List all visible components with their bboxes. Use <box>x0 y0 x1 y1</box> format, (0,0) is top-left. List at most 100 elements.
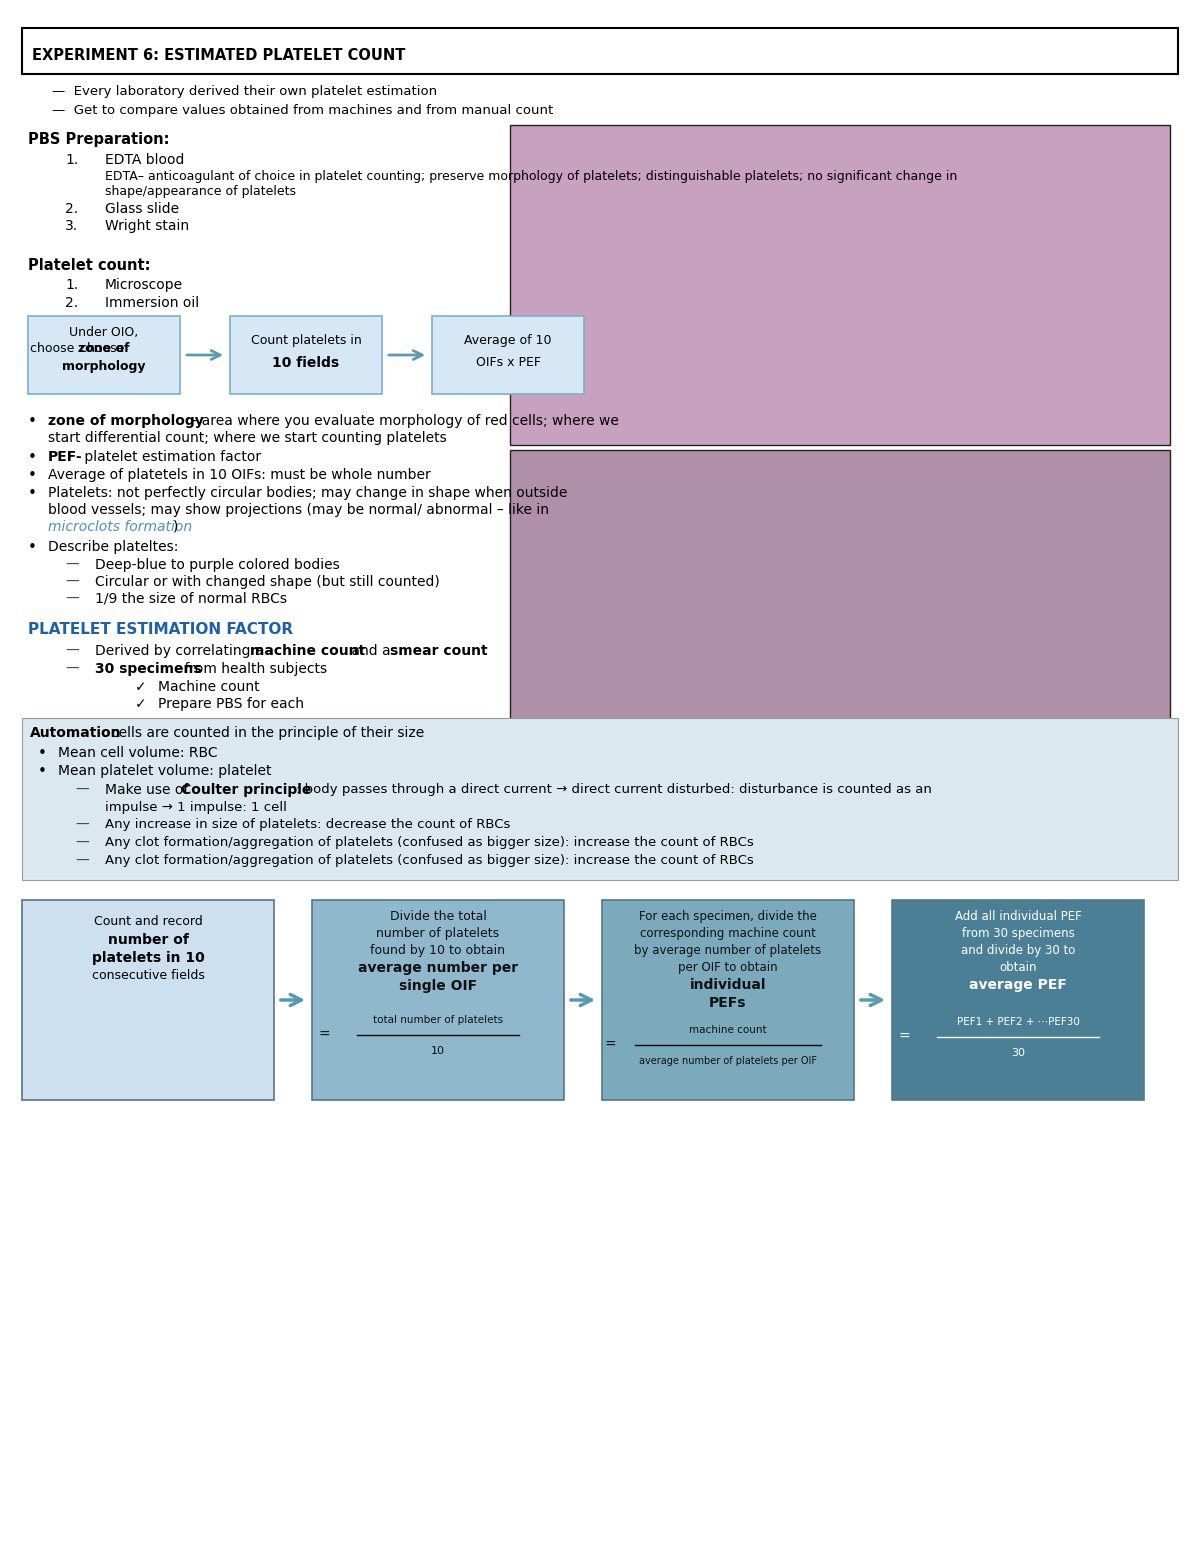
Text: ✓: ✓ <box>134 697 146 711</box>
Text: —: — <box>65 558 79 572</box>
Text: —: — <box>74 854 89 868</box>
Text: EDTA blood: EDTA blood <box>106 154 185 168</box>
Text: individual: individual <box>690 978 767 992</box>
Text: Immersion oil: Immersion oil <box>106 297 199 311</box>
Text: Under OIO,: Under OIO, <box>70 326 139 339</box>
Text: =: = <box>899 1030 910 1044</box>
Text: 30 specimens: 30 specimens <box>95 662 202 676</box>
FancyBboxPatch shape <box>510 124 1170 446</box>
Text: from health subjects: from health subjects <box>180 662 328 676</box>
Text: : cells are counted in the principle of their size: : cells are counted in the principle of … <box>102 725 425 739</box>
Text: zone of morphology: zone of morphology <box>48 415 204 429</box>
Text: Automation: Automation <box>30 725 121 739</box>
Text: Derived by correlating a: Derived by correlating a <box>95 644 268 658</box>
Text: 10: 10 <box>431 1047 445 1056</box>
Text: •: • <box>28 467 37 483</box>
FancyBboxPatch shape <box>432 315 584 394</box>
Text: Any clot formation/aggregation of platelets (confused as bigger size): increase : Any clot formation/aggregation of platel… <box>106 836 754 849</box>
Text: Count and record: Count and record <box>94 915 203 929</box>
FancyBboxPatch shape <box>28 315 180 394</box>
Text: total number of platelets: total number of platelets <box>373 1016 503 1025</box>
Text: Deep-blue to purple colored bodies: Deep-blue to purple colored bodies <box>95 558 340 572</box>
Text: per OIF to obtain: per OIF to obtain <box>678 961 778 974</box>
Text: Add all individual PEF: Add all individual PEF <box>955 910 1081 922</box>
Text: •: • <box>28 450 37 464</box>
Text: Any clot formation/aggregation of platelets (confused as bigger size): increase : Any clot formation/aggregation of platel… <box>106 854 754 867</box>
Text: and divide by 30 to: and divide by 30 to <box>961 944 1075 957</box>
Text: —: — <box>65 644 79 658</box>
Text: Average of platetels in 10 OIFs: must be whole number: Average of platetels in 10 OIFs: must be… <box>48 467 431 481</box>
Text: Mean platelet volume: platelet: Mean platelet volume: platelet <box>58 764 271 778</box>
Text: start differential count; where we start counting platelets: start differential count; where we start… <box>48 432 446 446</box>
Text: Wright stain: Wright stain <box>106 219 190 233</box>
Text: average PEF: average PEF <box>970 978 1067 992</box>
Text: EXPERIMENT 6: ESTIMATED PLATELET COUNT: EXPERIMENT 6: ESTIMATED PLATELET COUNT <box>32 48 406 62</box>
Text: Count platelets in: Count platelets in <box>251 334 361 346</box>
Text: impulse → 1 impulse: 1 cell: impulse → 1 impulse: 1 cell <box>106 801 287 814</box>
Text: —: — <box>74 836 89 849</box>
Text: single OIF: single OIF <box>398 978 478 992</box>
Text: 1/9 the size of normal RBCs: 1/9 the size of normal RBCs <box>95 592 287 606</box>
Text: : body passes through a direct current → direct current disturbed: disturbance i: : body passes through a direct current →… <box>296 783 932 797</box>
Text: from 30 specimens: from 30 specimens <box>961 927 1074 940</box>
Text: machine count: machine count <box>689 1025 767 1034</box>
Text: Average of 10: Average of 10 <box>464 334 552 346</box>
Text: —: — <box>65 592 79 606</box>
Text: PEF1 + PEF2 + ⋯PEF30: PEF1 + PEF2 + ⋯PEF30 <box>956 1017 1080 1027</box>
FancyBboxPatch shape <box>312 901 564 1100</box>
Text: =: = <box>605 1037 616 1051</box>
Text: corresponding machine count: corresponding machine count <box>640 927 816 940</box>
Text: Circular or with changed shape (but still counted): Circular or with changed shape (but stil… <box>95 575 439 589</box>
Text: PBS Preparation:: PBS Preparation: <box>28 132 169 148</box>
Text: •: • <box>28 415 37 429</box>
Text: Glass slide: Glass slide <box>106 202 179 216</box>
Text: average number of platelets per OIF: average number of platelets per OIF <box>640 1056 817 1065</box>
Text: •: • <box>28 540 37 554</box>
Text: choose: choose <box>80 342 128 356</box>
Text: platelets in 10: platelets in 10 <box>91 950 204 964</box>
Text: 2.: 2. <box>65 202 78 216</box>
FancyBboxPatch shape <box>602 901 854 1100</box>
Text: Microscope: Microscope <box>106 278 184 292</box>
Text: Make use of: Make use of <box>106 783 193 797</box>
Text: —: — <box>65 662 79 676</box>
Text: Mean cell volume: RBC: Mean cell volume: RBC <box>58 745 217 759</box>
Text: =: = <box>318 1028 330 1042</box>
Text: number of: number of <box>108 933 188 947</box>
Text: Describe plateltes:: Describe plateltes: <box>48 540 179 554</box>
Text: —: — <box>65 575 79 589</box>
Text: Divide the total: Divide the total <box>390 910 486 922</box>
Text: found by 10 to obtain: found by 10 to obtain <box>371 944 505 957</box>
Text: PEFs: PEFs <box>709 995 746 1009</box>
Text: choose: choose <box>30 342 78 356</box>
Text: Prepare PBS for each: Prepare PBS for each <box>158 697 304 711</box>
Text: Platelets: not perfectly circular bodies; may change in shape when outside: Platelets: not perfectly circular bodies… <box>48 486 568 500</box>
Text: 2.: 2. <box>65 297 78 311</box>
Text: 3.: 3. <box>65 219 78 233</box>
Text: —: — <box>74 783 89 797</box>
Text: average number per: average number per <box>358 961 518 975</box>
Text: 10 fields: 10 fields <box>272 356 340 370</box>
Text: platelet estimation factor: platelet estimation factor <box>80 450 262 464</box>
Text: ✓: ✓ <box>134 680 146 694</box>
Text: and a: and a <box>347 644 395 658</box>
Text: morphology: morphology <box>62 360 145 373</box>
Text: ): ) <box>173 520 179 534</box>
Text: zone of: zone of <box>78 342 130 356</box>
Text: blood vessels; may show projections (may be normal/ abnormal – like in: blood vessels; may show projections (may… <box>48 503 550 517</box>
Text: smear count: smear count <box>390 644 487 658</box>
Text: 1.: 1. <box>65 154 78 168</box>
Text: – area where you evaluate morphology of red cells; where we: – area where you evaluate morphology of … <box>186 415 619 429</box>
FancyBboxPatch shape <box>892 901 1144 1100</box>
FancyBboxPatch shape <box>230 315 382 394</box>
Text: 30: 30 <box>1010 1048 1025 1058</box>
Text: obtain: obtain <box>1000 961 1037 974</box>
Text: shape/appearance of platelets: shape/appearance of platelets <box>106 185 296 197</box>
Text: For each specimen, divide the: For each specimen, divide the <box>640 910 817 922</box>
Text: •: • <box>28 486 37 502</box>
FancyBboxPatch shape <box>22 901 274 1100</box>
Text: Any increase in size of platelets: decrease the count of RBCs: Any increase in size of platelets: decre… <box>106 818 510 831</box>
Text: microclots formation: microclots formation <box>48 520 192 534</box>
Text: •: • <box>38 745 47 761</box>
Text: OIFs x PEF: OIFs x PEF <box>475 356 540 370</box>
